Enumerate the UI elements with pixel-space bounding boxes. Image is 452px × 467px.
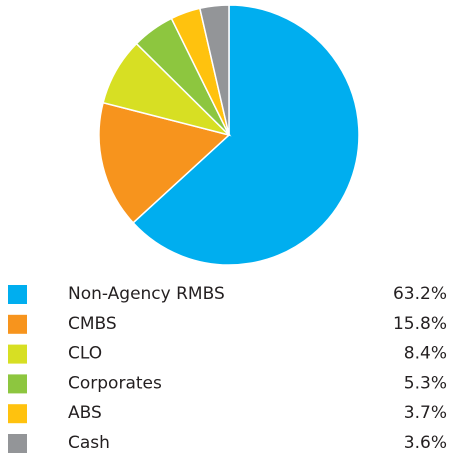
pie-slice bbox=[198, 4, 230, 136]
legend-label: Non-Agency RMBS bbox=[68, 284, 225, 304]
legend-label: Corporates bbox=[68, 373, 162, 393]
value-label: 63.2% bbox=[393, 284, 447, 304]
legend-swatch bbox=[8, 314, 27, 334]
pie-slice bbox=[132, 4, 360, 266]
value-label: 5.3% bbox=[404, 373, 447, 393]
value-label: 8.4% bbox=[404, 344, 447, 364]
value-label: 15.8% bbox=[393, 314, 447, 334]
pie-slice bbox=[98, 101, 231, 224]
legend-swatch bbox=[8, 344, 27, 364]
legend-label: Cash bbox=[68, 433, 110, 453]
value-label: 3.6% bbox=[404, 433, 447, 453]
legend-swatch bbox=[8, 404, 27, 424]
legend-label: CLO bbox=[68, 344, 102, 364]
legend-swatch bbox=[8, 434, 27, 453]
legend-swatch bbox=[8, 374, 27, 394]
legend-label: CMBS bbox=[68, 314, 117, 334]
legend-swatch bbox=[8, 285, 27, 304]
legend-label: ABS bbox=[68, 403, 102, 423]
value-label: 3.7% bbox=[404, 403, 447, 423]
